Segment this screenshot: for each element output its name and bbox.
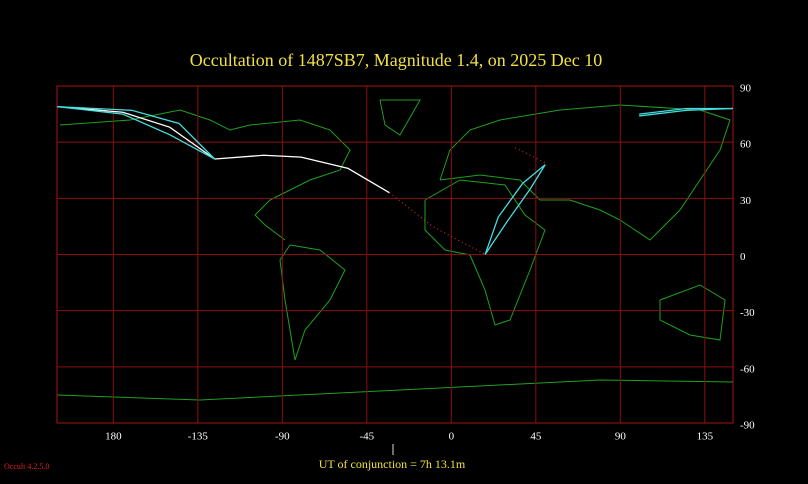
path-line (484, 164, 546, 255)
coast (56, 379, 734, 401)
coastlines (56, 99, 734, 401)
coast (379, 99, 421, 136)
x-tick-label: 180 (105, 431, 122, 443)
footer: UT of conjunction = 7h 13.1m (319, 457, 466, 471)
path-line (56, 105, 216, 160)
coast (439, 104, 731, 241)
x-tick-label: -45 (359, 431, 374, 443)
path-line (56, 105, 216, 160)
coast (424, 179, 546, 326)
coast (659, 284, 726, 341)
x-tick-label: 90 (615, 431, 627, 443)
y-tick-label: -60 (740, 363, 755, 375)
version: Occult 4.2.5.0 (4, 462, 49, 471)
path-line (514, 147, 546, 164)
y-tick-label: -30 (740, 307, 755, 319)
y-tick-label: 30 (740, 195, 752, 207)
y-tick-label: 0 (740, 251, 746, 263)
x-tick-label: 0 (449, 431, 455, 443)
path-line (639, 107, 733, 115)
path-line (214, 154, 390, 194)
chart-title: Occultation of 1487SB7, Magnitude 1.4, o… (190, 50, 602, 70)
y-tick-label: 60 (740, 139, 752, 151)
y-tick-label: -90 (740, 420, 755, 432)
path-line (56, 105, 216, 160)
coast (59, 109, 351, 241)
x-tick-label: 135 (697, 431, 714, 443)
coast (279, 244, 346, 361)
x-tick-label: 45 (530, 431, 542, 443)
x-tick-label: -90 (275, 431, 290, 443)
map-frame (56, 85, 734, 424)
x-tick-label: -135 (188, 431, 209, 443)
path-line (484, 164, 546, 255)
y-tick-label: 90 (740, 83, 752, 95)
